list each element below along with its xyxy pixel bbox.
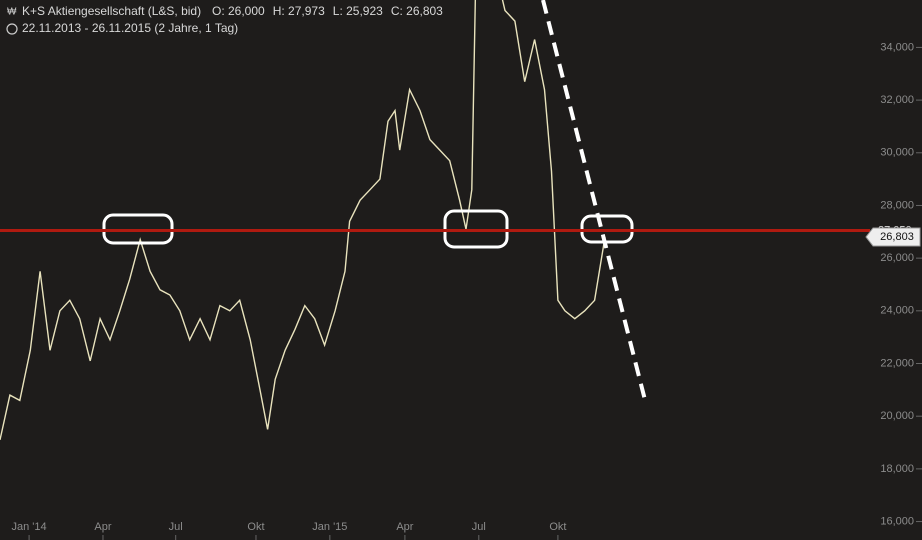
chart-title: K+S Aktiengesellschaft (L&S, bid)	[22, 4, 201, 18]
y-tick-label: 24,000	[880, 305, 914, 317]
plot-area	[0, 0, 606, 441]
chart-subtitle: 22.11.2013 - 26.11.2015 (2 Jahre, 1 Tag)	[22, 21, 238, 35]
clock-icon	[6, 23, 18, 35]
x-tick-label: Okt	[247, 521, 264, 533]
y-tick-label: 34,000	[880, 41, 914, 53]
y-tick-label: 30,000	[880, 147, 914, 159]
price-line	[0, 0, 606, 441]
quote-value: H: 27,973	[273, 4, 325, 18]
y-tick-label: 20,000	[880, 410, 914, 422]
y-tick-label: 18,000	[880, 463, 914, 475]
y-tick-label: 28,000	[880, 199, 914, 211]
quote: O: 26,000 H: 27,973 L: 25,923 C: 26,803	[212, 4, 443, 18]
y-tick-label: 16,000	[880, 515, 914, 527]
quote-value: C: 26,803	[391, 4, 443, 18]
x-tick-label: Okt	[549, 521, 566, 533]
y-tick-label: 22,000	[880, 357, 914, 369]
quote-value: O: 26,000	[212, 4, 265, 18]
last-price-label: 26,803	[880, 231, 914, 243]
trend-line	[541, 0, 647, 401]
x-tick-label: Apr	[94, 521, 111, 533]
chart-icon: ₩	[7, 7, 17, 18]
x-tick-label: Jul	[169, 521, 183, 533]
y-tick-label: 32,000	[880, 94, 914, 106]
quote-value: L: 25,923	[333, 4, 383, 18]
x-tick-label: Jan '15	[312, 521, 347, 533]
x-tick-label: Apr	[396, 521, 413, 533]
x-tick-label: Jul	[472, 521, 486, 533]
last-price-box	[865, 227, 921, 247]
y-tick-label: 26,000	[880, 252, 914, 264]
x-tick-label: Jan '14	[12, 521, 47, 533]
